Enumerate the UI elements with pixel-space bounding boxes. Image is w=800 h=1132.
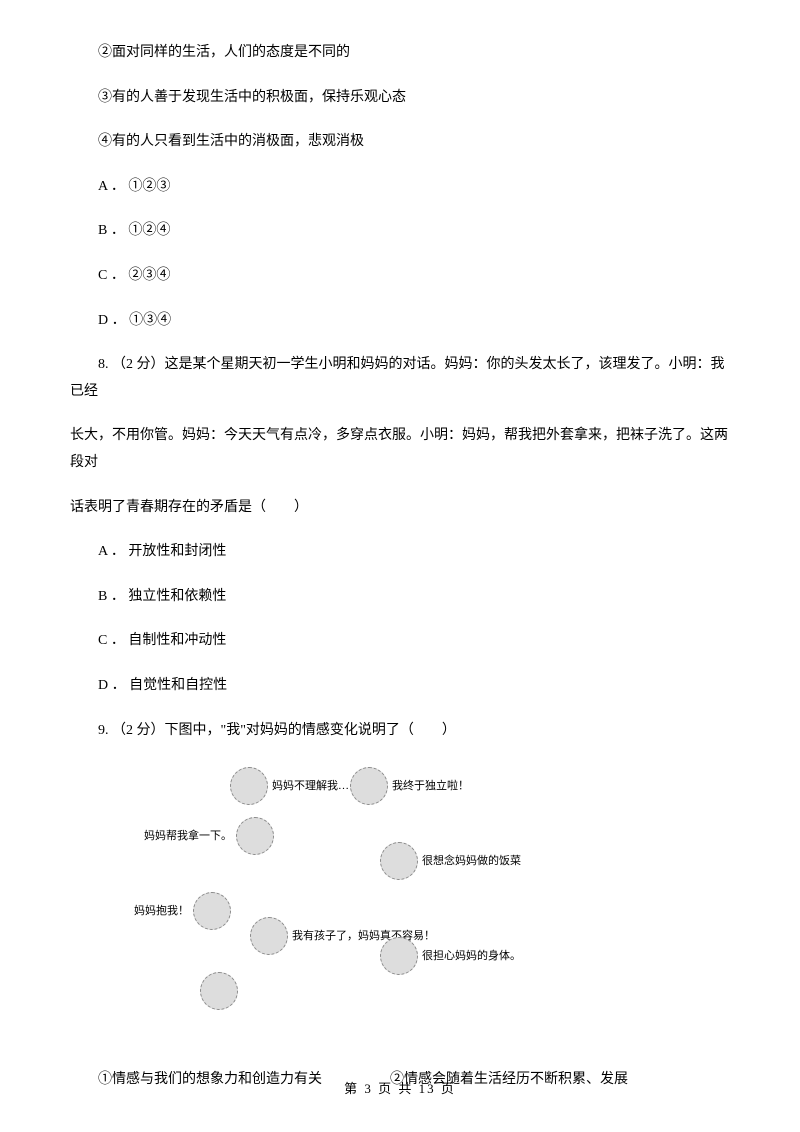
diagram-container: 妈妈不理解我…… 我终于独立啦！ 妈妈帮我拿一下。 很想念妈妈做的饭菜 妈妈抱我…: [130, 762, 730, 1042]
bubble-7-text: 很担心妈妈的身体。: [418, 949, 525, 963]
silhouette-icon: [250, 917, 288, 955]
emotion-cycle-diagram: 妈妈不理解我…… 我终于独立啦！ 妈妈帮我拿一下。 很想念妈妈做的饭菜 妈妈抱我…: [130, 762, 470, 1042]
q8-option-c: C ． 自制性和冲动性: [70, 628, 730, 655]
bubble-5-text: 妈妈抱我！: [130, 904, 193, 918]
q8-option-d: D ． 自觉性和自控性: [70, 673, 730, 700]
question-8-line1: 8. （2 分）这是某个星期天初一学生小明和妈妈的对话。妈妈：你的头发太长了，该…: [70, 352, 730, 405]
question-9: 9. （2 分）下图中，"我"对妈妈的情感变化说明了（ ）: [70, 718, 730, 745]
option-c: C ． ②③④: [70, 263, 730, 290]
question-8-line2: 长大，不用你管。妈妈：今天天气有点冷，多穿点衣服。小明：妈妈，帮我把外套拿来，把…: [70, 423, 730, 476]
q8-option-b: B ． 独立性和依赖性: [70, 584, 730, 611]
page-footer: 第 3 页 共 13 页: [0, 1077, 800, 1102]
bubble-1: 妈妈不理解我……: [230, 767, 364, 805]
bubble-2-text: 我终于独立啦！: [388, 779, 473, 793]
silhouette-icon: [380, 937, 418, 975]
statement-4: ④有的人只看到生活中的消极面，悲观消极: [70, 129, 730, 156]
bubble-4-text: 很想念妈妈做的饭菜: [418, 854, 525, 868]
statement-3: ③有的人善于发现生活中的积极面，保持乐观心态: [70, 85, 730, 112]
bubble-3: 妈妈帮我拿一下。: [140, 817, 274, 855]
silhouette-icon: [193, 892, 231, 930]
silhouette-icon: [230, 767, 268, 805]
bubble-2: 我终于独立啦！: [350, 767, 473, 805]
bubble-3-text: 妈妈帮我拿一下。: [140, 829, 236, 843]
option-a: A ． ①②③: [70, 174, 730, 201]
bubble-5: 妈妈抱我！: [130, 892, 231, 930]
option-b: B ． ①②④: [70, 218, 730, 245]
q8-option-a: A ． 开放性和封闭性: [70, 539, 730, 566]
silhouette-icon: [200, 972, 238, 1010]
bubble-8: [200, 972, 238, 1010]
silhouette-icon: [236, 817, 274, 855]
silhouette-icon: [350, 767, 388, 805]
question-8-line3: 话表明了青春期存在的矛盾是（ ）: [70, 495, 730, 522]
option-d: D ． ①③④: [70, 308, 730, 335]
bubble-7: 很担心妈妈的身体。: [380, 937, 525, 975]
silhouette-icon: [380, 842, 418, 880]
bubble-4: 很想念妈妈做的饭菜: [380, 842, 525, 880]
statement-2: ②面对同样的生活，人们的态度是不同的: [70, 40, 730, 67]
